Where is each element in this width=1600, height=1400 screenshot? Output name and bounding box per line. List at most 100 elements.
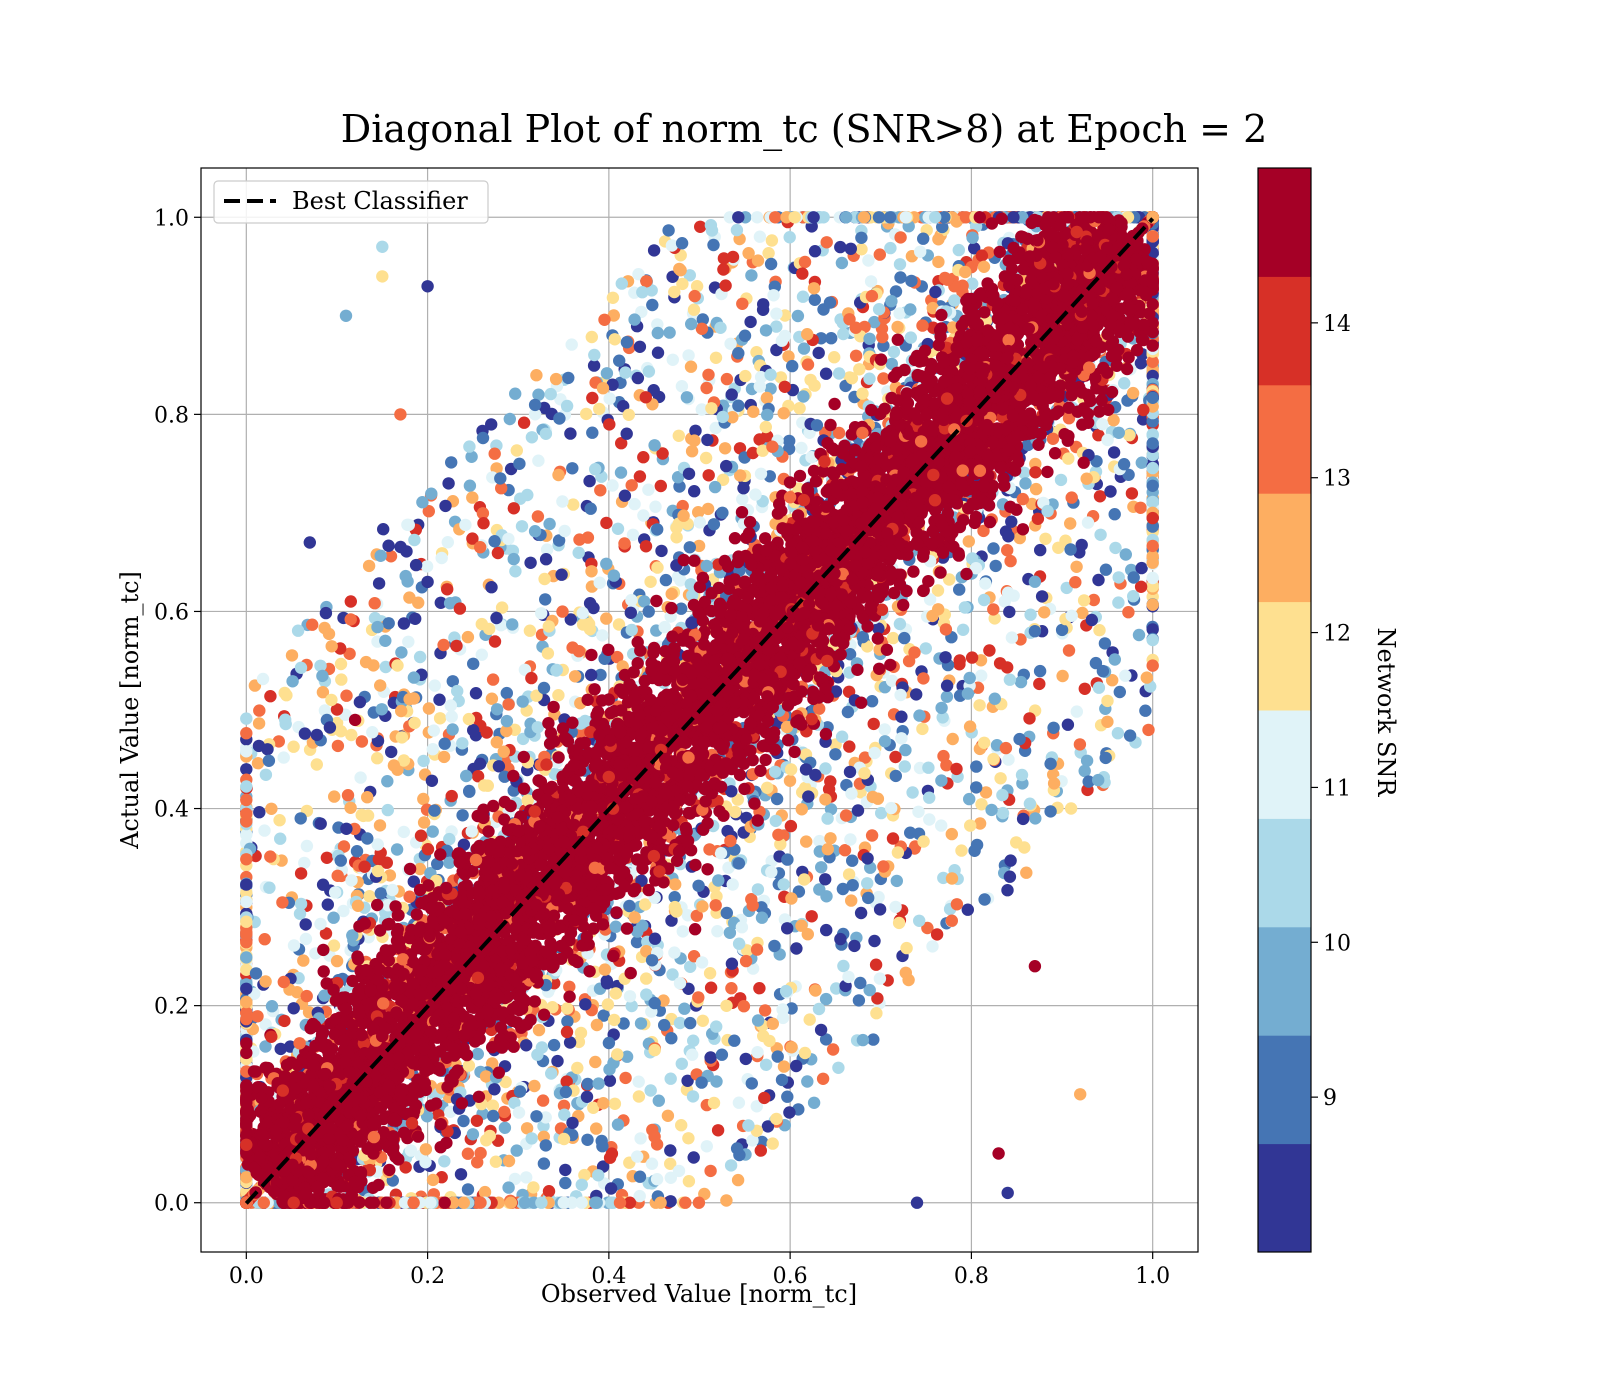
scatter-point — [625, 479, 638, 492]
scatter-point — [664, 1072, 677, 1085]
scatter-point — [566, 462, 579, 475]
scatter-point — [871, 992, 884, 1005]
scatter-point — [715, 1048, 729, 1061]
scatter-point — [849, 321, 862, 334]
scatter-point — [764, 257, 778, 271]
scatter-point — [528, 1079, 541, 1093]
scatter-point — [801, 1075, 814, 1088]
scatter-point — [783, 1106, 796, 1119]
scatter-point — [587, 359, 601, 372]
scatter-point — [580, 1090, 594, 1104]
scatter-point — [778, 380, 791, 393]
scatter-point — [883, 211, 897, 224]
scatter-point — [1029, 812, 1042, 825]
scatter-point — [625, 593, 638, 607]
scatter-point — [790, 1059, 803, 1073]
scatter-point — [489, 1155, 503, 1168]
scatter-point — [320, 851, 334, 864]
scatter-point — [600, 516, 613, 530]
scatter-point — [719, 279, 732, 292]
scatter-point — [583, 474, 596, 488]
scatter-point — [361, 832, 374, 845]
scatter-point — [559, 1163, 572, 1177]
scatter-point — [502, 1154, 516, 1168]
scatter-point — [274, 1042, 287, 1056]
scatter-point — [1113, 685, 1127, 699]
scatter-point — [952, 243, 965, 257]
scatter-point — [1052, 541, 1065, 554]
scatter-point — [328, 790, 341, 803]
scatter-point — [894, 271, 907, 284]
scatter-point — [702, 469, 715, 482]
scatter-point — [668, 900, 682, 914]
scatter-point — [351, 899, 365, 912]
scatter-point — [825, 332, 838, 345]
scatter-point — [868, 934, 881, 948]
scatter-point — [1134, 501, 1147, 514]
scatter-point — [240, 780, 253, 793]
scatter-point — [363, 890, 376, 903]
scatter-point — [648, 1130, 661, 1143]
scatter-point — [751, 211, 764, 224]
scatter-point — [1065, 491, 1078, 504]
scatter-point — [777, 878, 790, 891]
scatter-point — [1056, 669, 1069, 683]
scatter-point — [642, 483, 655, 496]
scatter-point — [674, 264, 687, 277]
scatter-point — [374, 549, 387, 562]
scatter-point — [386, 883, 399, 897]
scatter-point — [408, 533, 421, 547]
scatter-point — [679, 1196, 692, 1209]
scatter-point — [766, 1137, 779, 1150]
scatter-point — [783, 434, 796, 448]
scatter-point — [929, 285, 942, 299]
scatter-point — [1019, 477, 1032, 490]
scatter-point — [889, 285, 903, 298]
scatter-point — [603, 418, 616, 431]
scatter-point — [854, 976, 867, 990]
scatter-point — [371, 864, 385, 878]
scatter-point — [325, 640, 338, 653]
scatter-point — [402, 635, 415, 648]
scatter-point — [278, 686, 291, 700]
scatter-point — [852, 994, 866, 1007]
scatter-point — [663, 326, 676, 339]
scatter-point — [648, 932, 662, 945]
scatter-point — [685, 317, 698, 331]
scatter-point — [701, 433, 714, 447]
scatter-point — [913, 709, 926, 722]
scatter-point — [552, 689, 565, 702]
scatter-point — [516, 695, 529, 708]
scatter-point — [694, 220, 707, 233]
scatter-point — [795, 441, 808, 455]
scatter-point — [839, 809, 853, 822]
scatter-point — [445, 789, 458, 803]
scatter-point — [1112, 426, 1126, 439]
scatter-point — [328, 886, 342, 899]
scatter-point — [603, 1074, 617, 1087]
scatter-point — [655, 544, 668, 558]
scatter-point — [795, 803, 808, 816]
scatter-point — [772, 828, 785, 841]
scatter-point — [1146, 461, 1159, 475]
scatter-point — [781, 922, 794, 935]
scatter-point — [618, 489, 632, 502]
scatter-point — [443, 832, 456, 846]
scatter-point — [658, 620, 671, 634]
scatter-point — [341, 789, 355, 802]
scatter-point — [759, 420, 772, 434]
scatter-point — [664, 1171, 677, 1185]
scatter-point — [775, 1073, 789, 1087]
scatter-point — [513, 1085, 527, 1098]
scatter-point — [287, 1002, 300, 1015]
scatter-point — [940, 679, 954, 692]
scatter-point — [525, 671, 538, 685]
scatter-point — [724, 834, 737, 848]
scatter-point — [626, 528, 640, 541]
scatter-point — [622, 408, 635, 421]
scatter-point — [834, 932, 847, 946]
scatter-point — [645, 954, 659, 967]
scatter-point — [1070, 705, 1084, 718]
scatter-point — [770, 307, 783, 320]
scatter-point — [251, 757, 265, 770]
